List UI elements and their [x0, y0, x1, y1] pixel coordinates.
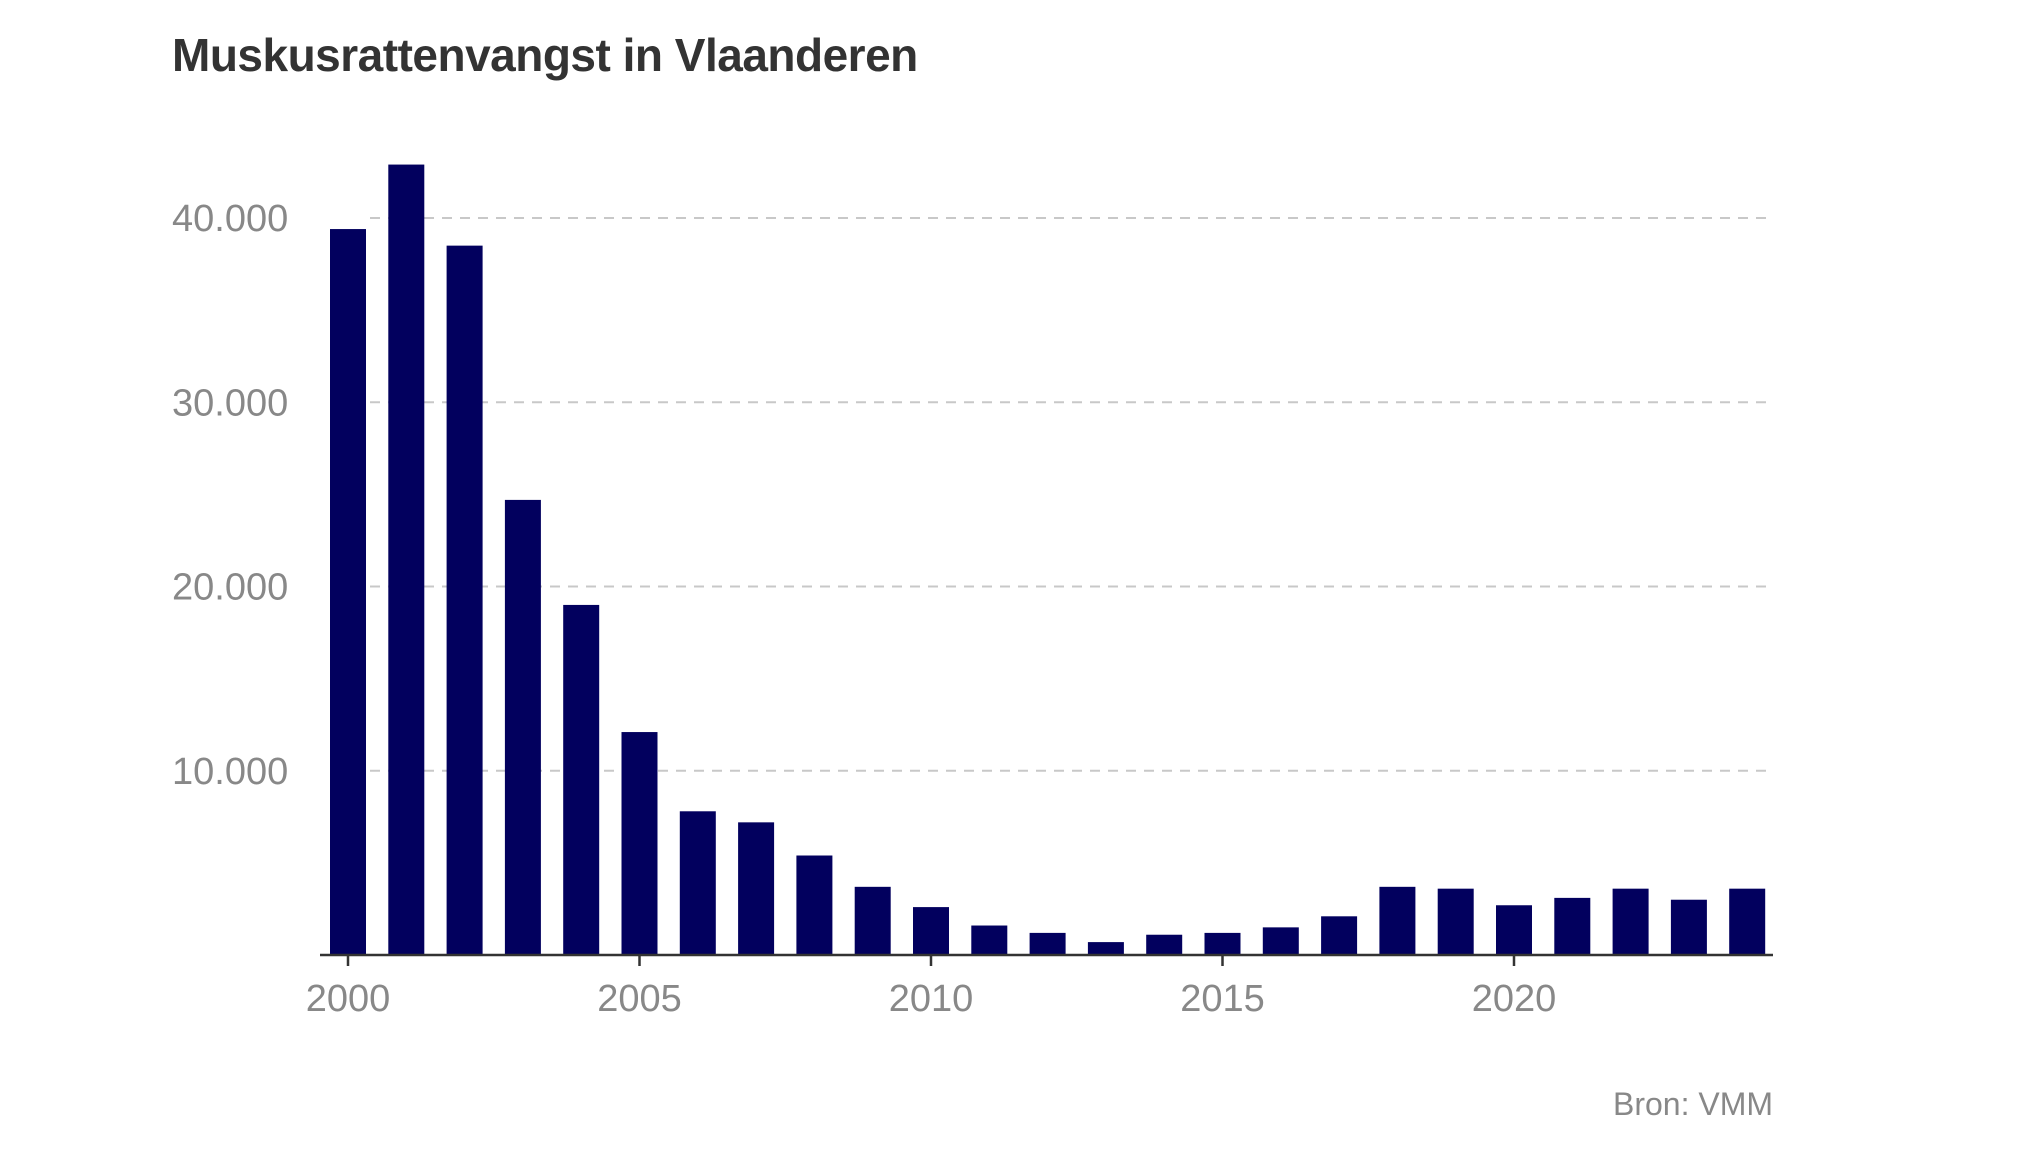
x-tick-label: 2005 [597, 978, 682, 1020]
bar-2016 [1262, 927, 1299, 955]
bar-2008 [796, 855, 833, 955]
bar-2021 [1554, 897, 1591, 955]
x-tick-label: 2010 [889, 978, 974, 1020]
bar-2018 [1379, 886, 1416, 955]
axes [320, 953, 1773, 966]
bar-2000 [330, 229, 366, 955]
bar-2010 [913, 907, 949, 955]
x-tick-label: 2015 [1180, 978, 1265, 1020]
bar-2020 [1496, 905, 1532, 955]
bar-2024 [1729, 888, 1766, 955]
bar-2011 [971, 925, 1008, 955]
bar-2014 [1146, 934, 1183, 955]
bar-2013 [1087, 942, 1124, 955]
chart-title: Muskusrattenvangst in Vlaanderen [172, 29, 918, 81]
tick-labels: 10.000 20.000 30.000 40.000 2000 2005 2010 2015… [172, 198, 1556, 1020]
bar-2017 [1321, 916, 1358, 955]
bar-2002 [446, 245, 483, 955]
bar-2004 [563, 604, 600, 955]
bars [330, 164, 1766, 955]
source-note: Bron: VMM [1612, 1086, 1773, 1122]
x-tick-label: 2020 [1472, 978, 1557, 1020]
bar-2022 [1612, 888, 1649, 955]
bar-2012 [1029, 932, 1066, 955]
y-tick-label: 30.000 [172, 382, 288, 424]
y-tick-label: 20.000 [172, 567, 288, 609]
bar-2009 [854, 886, 891, 955]
bar-2023 [1670, 899, 1707, 955]
bar-2007 [738, 822, 775, 955]
bar-2015 [1204, 932, 1241, 955]
x-tick-label: 2000 [306, 978, 391, 1020]
bar-2003 [504, 499, 541, 955]
bar-2001 [388, 164, 425, 955]
bar-2005 [621, 732, 658, 955]
y-tick-label: 40.000 [172, 198, 288, 240]
bar-2006 [679, 811, 716, 955]
y-tick-label: 10.000 [172, 751, 288, 793]
bar-2019 [1437, 888, 1474, 955]
